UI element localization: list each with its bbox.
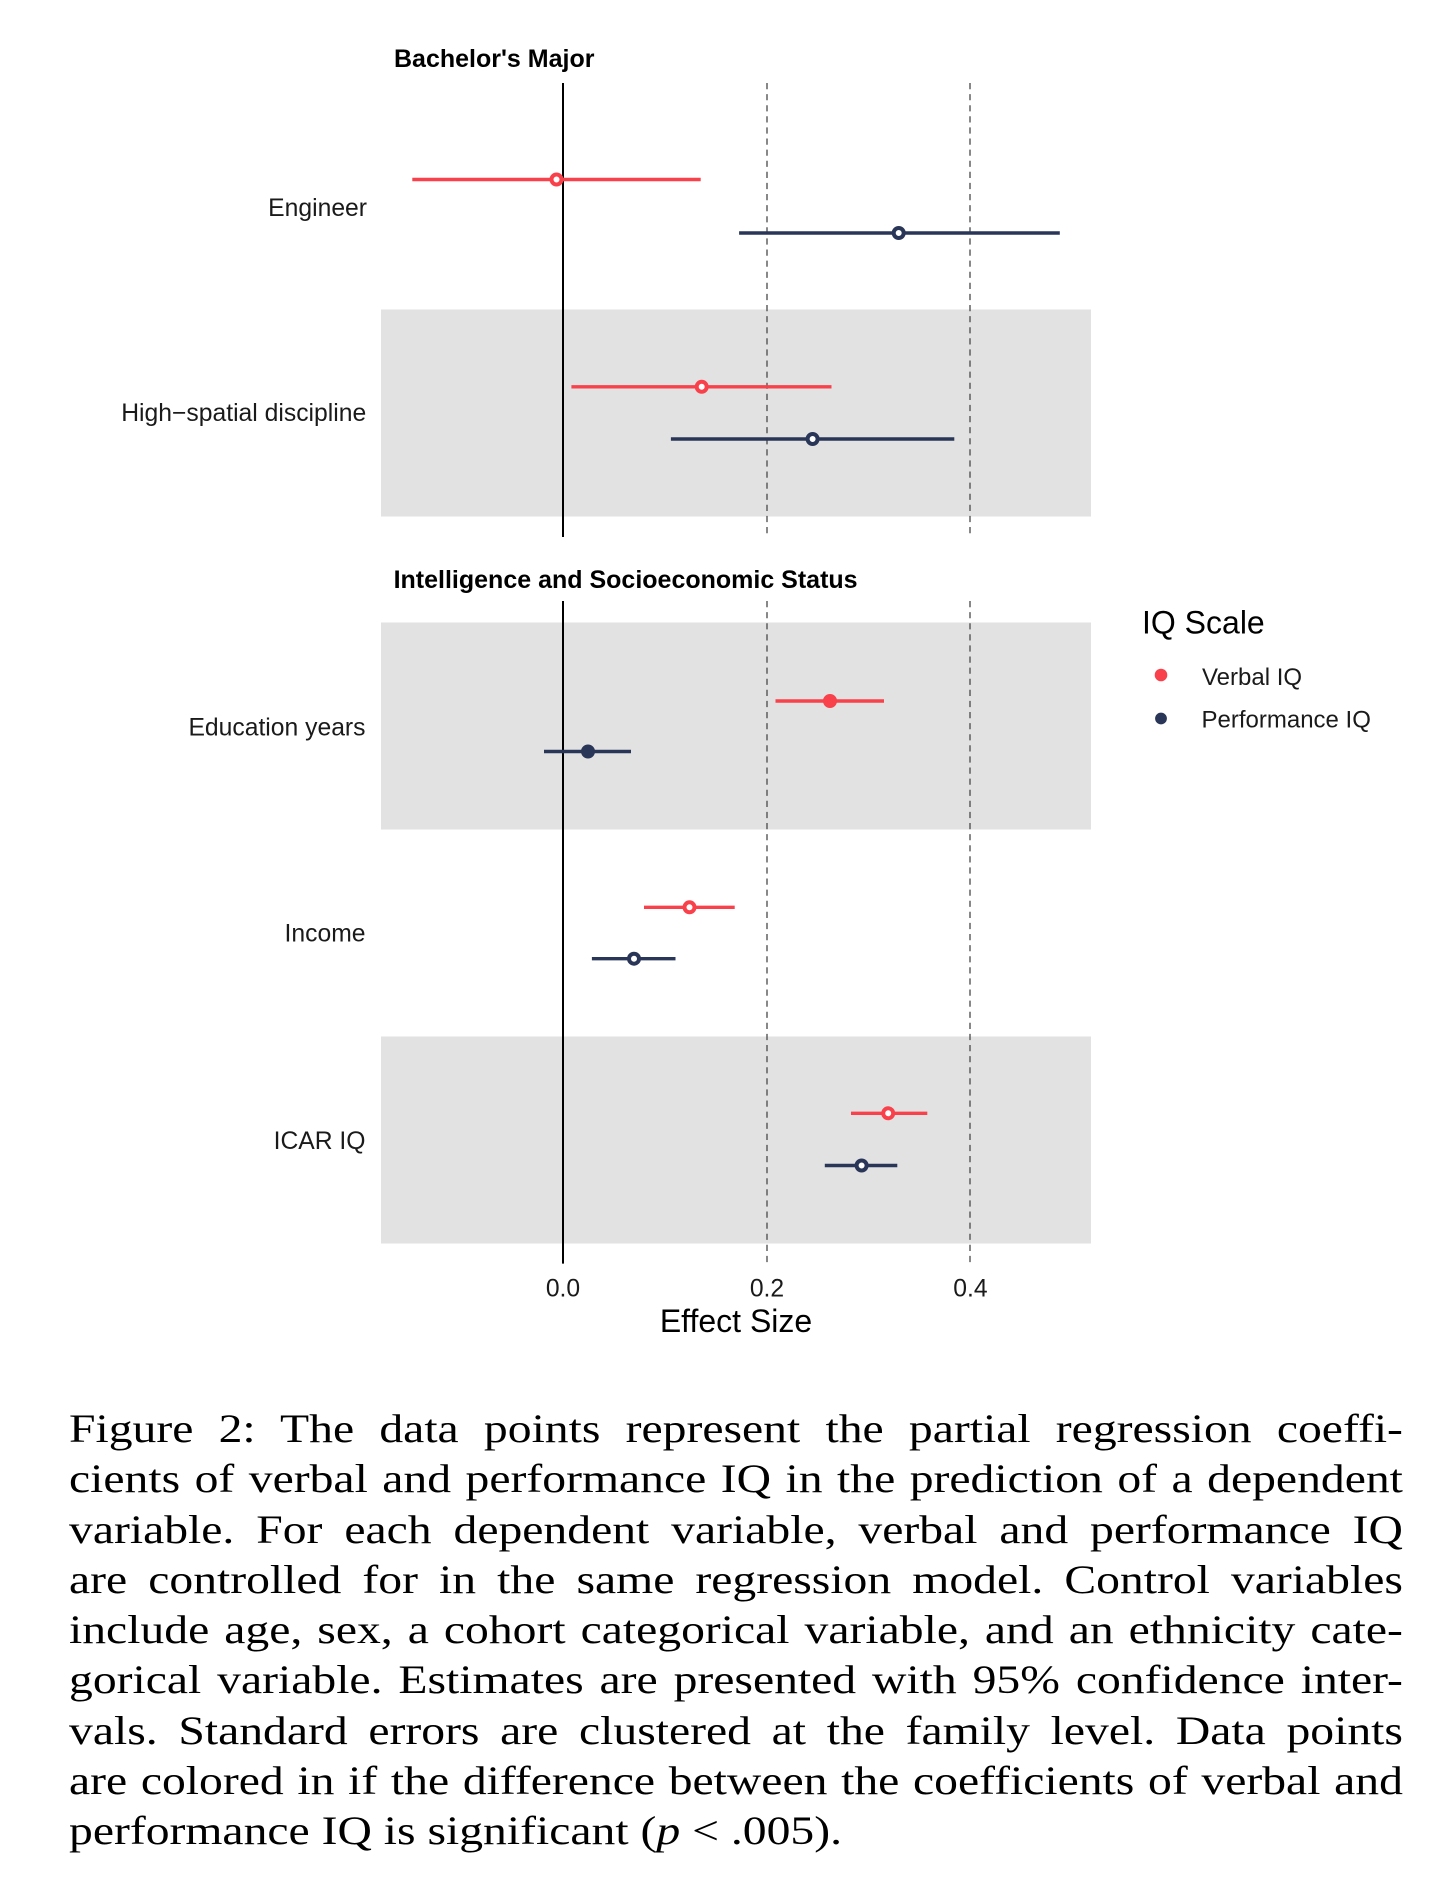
svg-text:Engineer: Engineer — [268, 195, 367, 222]
svg-text:ICAR IQ: ICAR IQ — [274, 1128, 366, 1155]
svg-text:Performance IQ: Performance IQ — [1202, 706, 1371, 733]
svg-text:High−spatial discipline: High−spatial discipline — [121, 400, 366, 427]
svg-text:0.0: 0.0 — [546, 1276, 580, 1303]
svg-text:Bachelor's Major: Bachelor's Major — [394, 45, 595, 73]
svg-text:0.4: 0.4 — [953, 1276, 987, 1303]
svg-text:Verbal IQ: Verbal IQ — [1202, 664, 1302, 691]
svg-text:Income: Income — [285, 921, 366, 948]
svg-text:0.2: 0.2 — [750, 1276, 784, 1303]
svg-text:Education years: Education years — [188, 715, 365, 742]
svg-text:IQ Scale: IQ Scale — [1142, 605, 1265, 641]
svg-text:Intelligence and Socioeconomic: Intelligence and Socioeconomic Status — [394, 566, 858, 594]
svg-text:Effect Size: Effect Size — [660, 1303, 812, 1339]
